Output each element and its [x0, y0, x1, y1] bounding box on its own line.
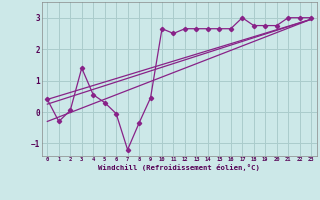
X-axis label: Windchill (Refroidissement éolien,°C): Windchill (Refroidissement éolien,°C): [98, 164, 260, 171]
